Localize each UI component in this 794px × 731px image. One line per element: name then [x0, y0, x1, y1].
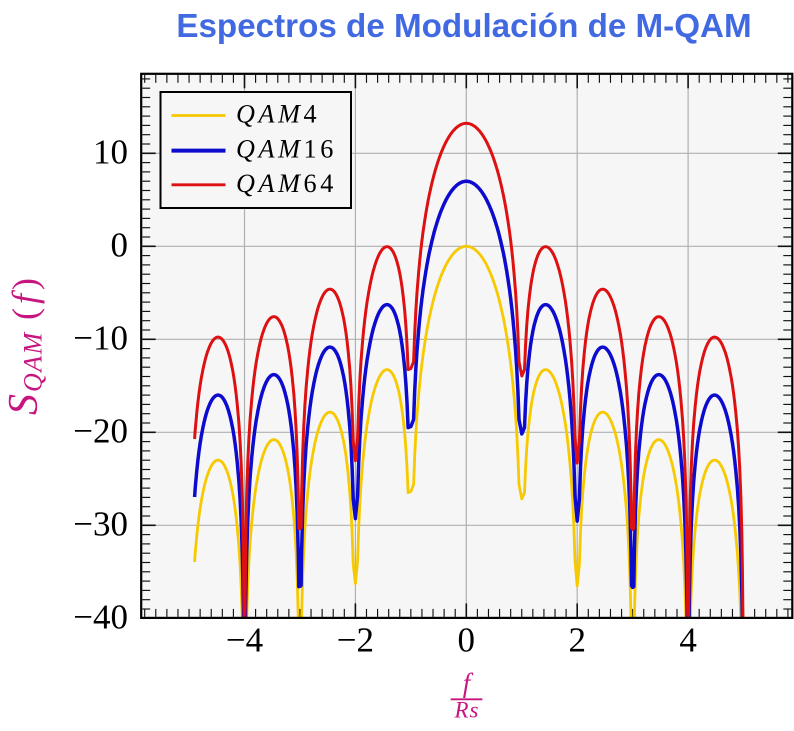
- svg-text:2: 2: [568, 621, 586, 660]
- svg-text:0: 0: [458, 621, 476, 660]
- svg-text:4: 4: [679, 621, 697, 660]
- svg-text:−40: −40: [73, 597, 128, 636]
- svg-text:S: S: [1, 394, 47, 415]
- svg-text:QAM64: QAM64: [236, 169, 337, 198]
- svg-text:Rs: Rs: [454, 698, 480, 723]
- svg-text:(f): (f): [5, 274, 45, 320]
- svg-text:QAM4: QAM4: [236, 100, 320, 129]
- svg-text:−30: −30: [73, 504, 128, 543]
- svg-text:0: 0: [111, 225, 129, 264]
- svg-text:−20: −20: [73, 411, 128, 450]
- svg-text:−4: −4: [226, 621, 263, 660]
- svg-text:−2: −2: [337, 621, 374, 660]
- svg-text:QAM16: QAM16: [236, 135, 337, 164]
- svg-text:Espectros de Modulación de M-Q: Espectros de Modulación de M-QAM: [176, 8, 751, 45]
- svg-text:10: 10: [93, 132, 128, 171]
- svg-text:QAM: QAM: [19, 331, 48, 392]
- svg-text:−10: −10: [73, 318, 128, 357]
- svg-text:f: f: [463, 668, 474, 698]
